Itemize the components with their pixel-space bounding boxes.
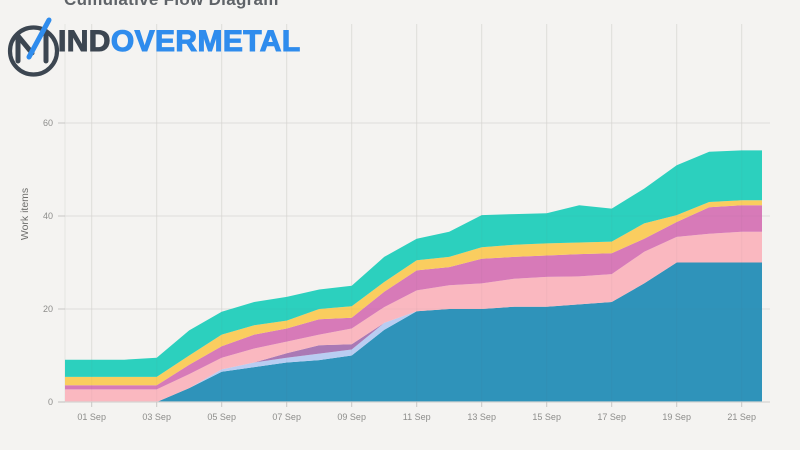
y-axis-title: Work items xyxy=(19,188,31,240)
brand-logo-text-blue: OVERMETAL xyxy=(110,24,301,58)
x-tick-label: 11 Sep xyxy=(403,412,431,422)
brand-logo-text-dark: IND xyxy=(57,24,111,58)
x-tick-label: 09 Sep xyxy=(337,412,366,422)
area-magenta[interactable] xyxy=(65,205,762,390)
x-tick-label: 21 Sep xyxy=(727,412,756,422)
mindovermetal-monogram-icon xyxy=(7,17,60,77)
y-tick-label: 60 xyxy=(43,118,53,128)
y-tick-label: 20 xyxy=(43,304,53,314)
area-teal[interactable] xyxy=(65,150,762,377)
y-tick-label: 0 xyxy=(48,397,53,407)
x-tick-label: 13 Sep xyxy=(467,412,496,422)
brand-logo-text: INDOVERMETAL xyxy=(57,24,301,59)
area-blue[interactable] xyxy=(65,262,762,403)
x-tick-label: 19 Sep xyxy=(662,412,691,422)
y-tick-label: 40 xyxy=(43,211,53,221)
x-tick-label: 15 Sep xyxy=(532,412,561,422)
x-tick-label: 05 Sep xyxy=(207,412,236,422)
x-tick-label: 17 Sep xyxy=(597,412,626,422)
page-title: Cumulative Flow Diagram xyxy=(64,0,279,10)
area-light-blue[interactable] xyxy=(65,262,762,403)
area-yellow[interactable] xyxy=(65,200,762,386)
x-tick-label: 03 Sep xyxy=(142,412,171,422)
brand-logo: INDOVERMETAL xyxy=(6,8,326,78)
x-tick-label: 01 Sep xyxy=(77,412,106,422)
area-pink[interactable] xyxy=(65,231,762,402)
x-tick-label: 07 Sep xyxy=(272,412,301,422)
